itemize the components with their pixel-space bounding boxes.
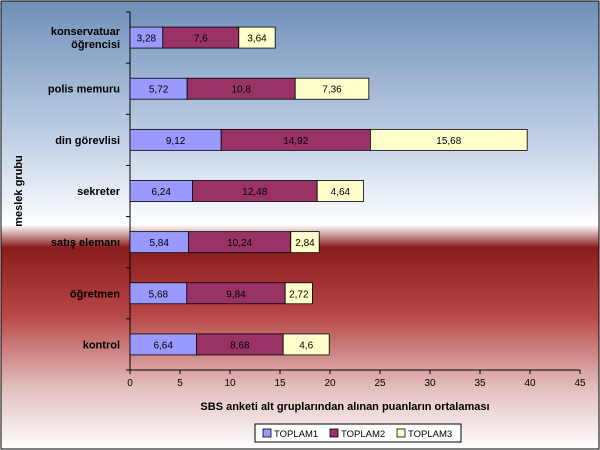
legend-swatch [262,428,272,438]
legend-box [254,423,462,443]
x-tick-label: 20 [324,378,336,389]
data-label: 4,64 [331,187,351,198]
data-label: 9,12 [166,136,186,147]
bar-toplam3 [238,26,276,49]
bar-toplam3 [294,77,370,100]
x-tick-label: 15 [274,378,286,389]
data-label: 6,64 [153,340,173,351]
data-label: 12,48 [242,187,267,198]
legend-swatch [329,428,339,438]
data-label: 2,84 [295,238,315,249]
data-label: 5,84 [149,238,169,249]
x-tick-label: 25 [374,378,386,389]
x-tick-label: 5 [177,378,183,389]
data-label: 6,24 [151,187,171,198]
data-label: 4,6 [299,340,313,351]
category-label: polis memuru [48,84,120,96]
y-axis-title: meslek grubu [13,155,25,227]
data-label: 8,68 [230,340,250,351]
bar-toplam3 [369,128,528,151]
category-label: sekreter [77,186,121,198]
data-label: 3,64 [247,34,267,45]
x-tick-label: 0 [127,378,133,389]
x-tick-label: 30 [424,378,436,389]
category-label: din görevlisi [55,135,120,147]
data-label: 9,84 [226,289,246,300]
data-label: 7,36 [322,85,342,96]
category-label: kontrol [83,339,120,351]
category-label: konservatuar öğrencisi [51,26,121,51]
data-label: 2,72 [289,289,309,300]
bar-toplam3 [282,333,330,356]
x-tick-label: 10 [224,378,236,389]
x-tick-label: 35 [474,378,486,389]
data-label: 5,72 [149,85,169,96]
data-label: 15,68 [436,136,461,147]
data-label: 10,24 [227,238,252,249]
legend-label: TOPLAM3 [408,429,452,440]
x-tick-label: 45 [574,378,586,389]
data-label: 14,92 [283,136,308,147]
bar-toplam3 [316,180,365,202]
data-label: 3,28 [137,34,157,45]
data-label: 7,6 [194,34,208,45]
bar-toplam3 [290,231,320,254]
legend-label: TOPLAM2 [341,429,385,440]
category-label: öğretmen [70,288,120,300]
legend-label: TOPLAM1 [274,429,318,440]
data-label: 10,8 [231,85,251,96]
x-tick-label: 40 [524,378,536,389]
data-label: 5,68 [149,289,169,300]
category-label: satış elemanı [51,237,120,249]
x-axis-title: SBS anketi alt gruplarından alınan puanl… [200,401,489,413]
bar-toplam3 [284,282,313,305]
legend-swatch [396,428,406,438]
